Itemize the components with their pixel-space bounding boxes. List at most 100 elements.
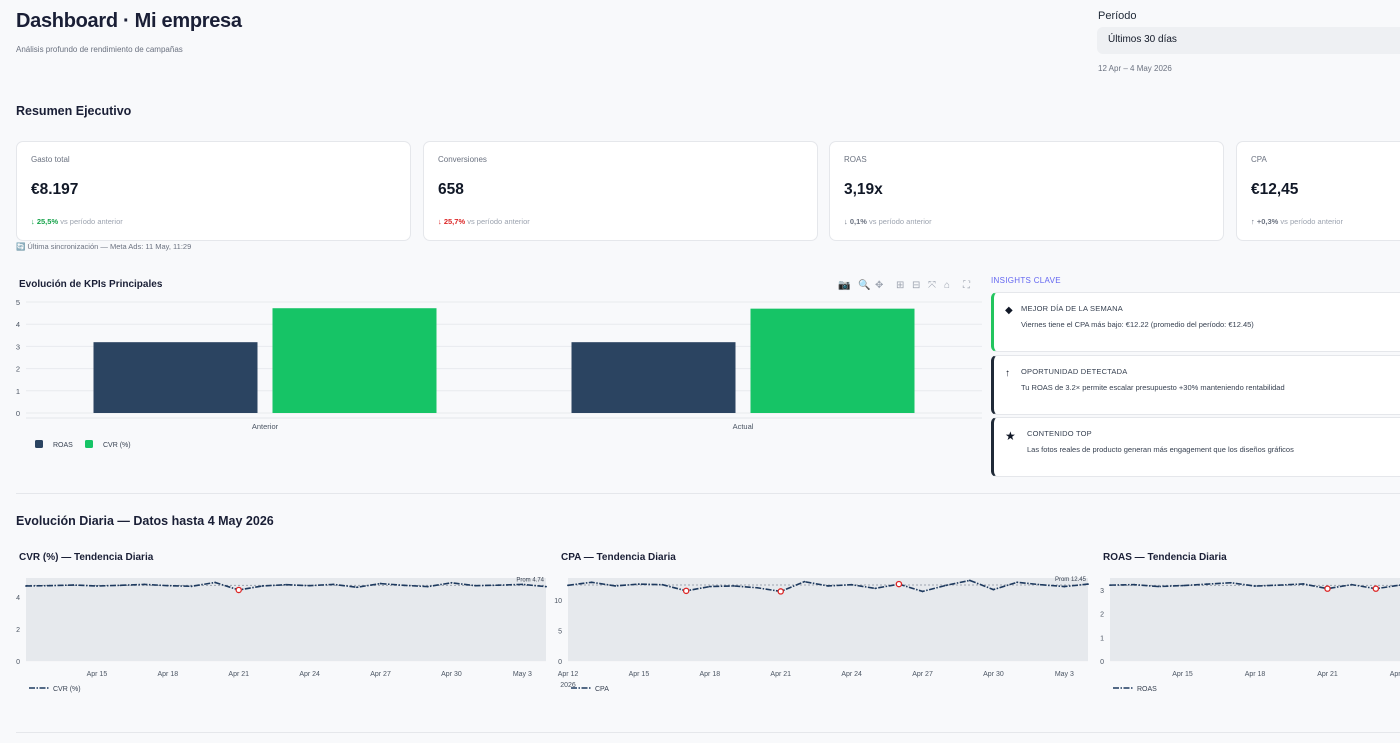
kpi-delta-value: +0,3% (1256, 217, 1279, 226)
kpi-delta-suffix: vs período anterior (465, 217, 530, 226)
kpi-delta-value: 25,7% (443, 217, 466, 226)
kpi-delta-value: 0,1% (849, 217, 867, 226)
data-point (1157, 585, 1160, 588)
summary-title: Resumen Ejecutivo (16, 104, 132, 118)
data-point (968, 579, 971, 582)
anomaly-point (895, 580, 903, 588)
data-point (992, 588, 995, 591)
kpi-value: 658 (438, 181, 464, 198)
x-tick-label: Apr 21 (770, 671, 791, 678)
section-divider (16, 732, 1400, 733)
y-tick-label: 2 (1100, 612, 1104, 619)
area-fill (568, 580, 1088, 661)
y-tick-label: 0 (16, 659, 20, 666)
y-tick-label: 5 (558, 628, 562, 635)
fullscreen-icon[interactable]: ⛶ (963, 280, 970, 291)
delta-arrow-icon: ↓ (438, 217, 442, 226)
section-divider (16, 493, 1400, 494)
page-subtitle: Análisis profundo de rendimiento de camp… (16, 45, 183, 54)
y-tick-label: 1 (1100, 635, 1104, 642)
legend-swatch (85, 440, 93, 448)
bar-roas-actual (571, 342, 736, 413)
anomaly-point (1324, 585, 1331, 592)
data-point (1087, 583, 1089, 586)
data-point (661, 583, 664, 586)
data-point (356, 586, 358, 589)
insight-heading: OPORTUNIDAD DETECTADA (1021, 367, 1128, 376)
area-fill (26, 582, 546, 661)
data-point (545, 585, 547, 588)
insight-card-opportunity: ↑ OPORTUNIDAD DETECTADA Tu ROAS de 3.2× … (991, 355, 1400, 415)
data-point (1229, 581, 1232, 584)
insight-body: Tu ROAS de 3.2× permite escalar presupue… (1021, 383, 1285, 392)
y-tick-label: 2 (16, 627, 20, 634)
data-point (308, 584, 311, 587)
x-tick-label: Apr 30 (983, 671, 1004, 678)
insight-heading: CONTENIDO TOP (1027, 429, 1092, 438)
daily-chart-title: ROAS — Tendencia Diaria (1103, 552, 1227, 563)
kpi-delta-suffix: vs período anterior (1278, 217, 1343, 226)
data-point (332, 583, 335, 586)
data-point (921, 590, 924, 593)
kpi-label: Gasto total (31, 155, 70, 164)
x-tick-label: May 3 (1055, 671, 1074, 678)
x-tick-label: Apr 12 (558, 671, 579, 678)
y-tick-label: 10 (554, 598, 562, 605)
x-tick-label: Apr 30 (441, 671, 462, 678)
data-point (474, 584, 476, 587)
reset-home-icon[interactable]: ⌂ (944, 280, 951, 291)
data-point (119, 584, 122, 587)
insight-card-best-day: ◆ MEJOR DÍA DE LA SEMANA Viernes tiene e… (991, 292, 1400, 352)
data-point (756, 586, 758, 589)
data-point (1302, 583, 1305, 585)
legend-swatch (35, 440, 43, 448)
x-tick-label: Apr 21 (228, 671, 249, 678)
kpi-bar-chart: 0 1 2 3 4 5 Anterior Actual ROAS CVR (%) (16, 298, 982, 449)
data-point (638, 583, 640, 586)
diamond-icon: ◆ (1005, 305, 1013, 316)
kpi-label: CPA (1251, 155, 1267, 164)
sync-status: 🔄 Última sincronización — Meta Ads: 11 M… (16, 242, 192, 251)
data-point (214, 581, 216, 584)
zoom-icon[interactable]: 🔍 (858, 280, 871, 291)
pan-icon[interactable]: ✥ (875, 280, 884, 291)
x-tick-label: Apr 24 (841, 671, 862, 678)
anomaly-point (777, 588, 784, 595)
area-fill (1110, 582, 1400, 661)
y-tick-label: 5 (16, 298, 20, 307)
zoom-in-icon[interactable]: ⊞ (896, 280, 905, 291)
data-point (521, 583, 524, 586)
y-tick-label: 1 (16, 387, 20, 396)
daily-chart-title: CPA — Tendencia Diaria (561, 552, 676, 563)
x-tick-label: Apr 15 (1172, 671, 1193, 678)
kpi-value: 3,19x (844, 181, 883, 198)
x-tick-label: Apr 18 (158, 671, 179, 678)
kpi-delta-suffix: vs período anterior (866, 217, 932, 226)
x-tick-label: Anterior (252, 422, 279, 431)
data-point (945, 584, 948, 587)
insight-card-top-content: ★ CONTENIDO TOP Las fotos reales de prod… (991, 417, 1400, 477)
camera-icon[interactable]: 📷 (838, 280, 851, 291)
y-tick-label: 4 (16, 320, 20, 329)
insight-heading: MEJOR DÍA DE LA SEMANA (1021, 304, 1123, 313)
data-point (190, 585, 193, 588)
y-tick-label: 2 (16, 365, 20, 374)
autoscale-icon[interactable]: ⤧ (928, 280, 936, 291)
data-point (1109, 584, 1111, 587)
zoom-out-icon[interactable]: ⊟ (912, 280, 921, 291)
insight-body: Las fotos reales de producto generan más… (1027, 445, 1294, 454)
data-point (403, 584, 406, 587)
x-tick-label: Apr 18 (700, 671, 721, 678)
cpa-line-chart: 0 5 10 Prom 12.45 Apr 12 2026 Apr 15 Apr 18 Apr … (554, 577, 1089, 693)
average-label: Prom 12.45 (1055, 577, 1087, 583)
kpi-delta: ↑ +0,3% vs período anterior (1251, 217, 1343, 226)
x-tick-label: Apr 24 (1390, 671, 1400, 678)
data-point (72, 584, 75, 586)
daily-section-title: Evolución Diaria — Datos hasta 4 May 202… (16, 514, 274, 528)
x-tick-label: May 3 (513, 671, 532, 678)
data-point (803, 580, 806, 583)
data-point (874, 587, 877, 590)
period-select[interactable]: Últimos 30 días (1097, 27, 1400, 54)
insight-body: Viernes tiene el CPA más bajo: €12.22 (p… (1021, 320, 1254, 329)
data-point (25, 585, 27, 587)
